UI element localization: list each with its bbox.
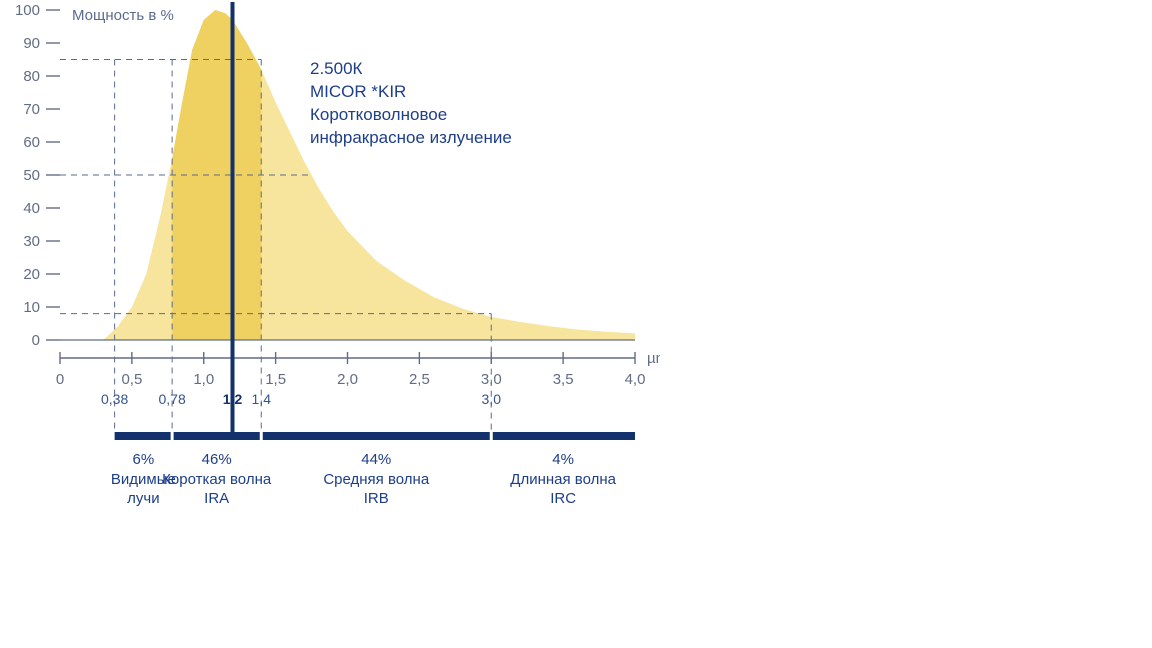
x-tick-label: 3,5 (553, 371, 574, 388)
y-tick-label: 60 (23, 134, 40, 151)
annotation-block: 2.500К MICOR *KIR Коротковолновое инфрак… (310, 58, 512, 150)
x-tick-label: 1,5 (265, 371, 286, 388)
segment-bar (115, 432, 171, 440)
segment-bar (174, 432, 260, 440)
x-tick-label: 0 (56, 371, 64, 388)
y-tick-label: 20 (23, 266, 40, 283)
annotation-line: MICOR *KIR (310, 81, 512, 104)
x-tick-label: 0,5 (121, 371, 142, 388)
segment-code: IRB (296, 489, 456, 509)
y-tick-label: 30 (23, 233, 40, 250)
segment-name: Короткая волна (137, 470, 297, 490)
segment-pct: 46% (137, 450, 297, 470)
x-minor-label: 3,0 (482, 391, 502, 407)
annotation-line: инфракрасное излучение (310, 127, 512, 150)
x-minor-label: 0,78 (159, 391, 186, 407)
segment-pct: 44% (296, 450, 456, 470)
segment-bar (493, 432, 635, 440)
x-tick-label: 3,0 (481, 371, 502, 388)
x-axis-unit: µm (647, 350, 660, 367)
annotation-line: 2.500К (310, 58, 512, 81)
x-tick-label: 4,0 (625, 371, 646, 388)
segment-label: 46%Короткая волнаIRA (137, 450, 297, 509)
segment-name: Длинная волна (483, 470, 643, 490)
y-axis-title: Мощность в % (72, 7, 174, 24)
x-tick-label: 2,5 (409, 371, 430, 388)
x-minor-label: 0,38 (101, 391, 128, 407)
segment-name: Средняя волна (296, 470, 456, 490)
segment-code: IRA (137, 489, 297, 509)
segment-bar (263, 432, 490, 440)
segment-code: IRC (483, 489, 643, 509)
y-tick-label: 70 (23, 101, 40, 118)
annotation-line: Коротковолновое (310, 104, 512, 127)
x-minor-label: 1,4 (252, 391, 272, 407)
segment-pct: 4% (483, 450, 643, 470)
chart-container: 0 10 20 30 40 50 60 70 80 90 100 Мощность в % 0 0,5 1,… (0, 0, 1152, 648)
y-tick-label: 40 (23, 200, 40, 217)
y-tick-label: 50 (23, 167, 40, 184)
y-tick-label: 100 (15, 2, 40, 19)
y-tick-label: 10 (23, 299, 40, 316)
x-tick-label: 2,0 (337, 371, 358, 388)
y-tick-label: 80 (23, 68, 40, 85)
segment-label: 44%Средняя волнаIRB (296, 450, 456, 509)
y-tick-label: 0 (32, 332, 40, 349)
y-tick-label: 90 (23, 35, 40, 52)
x-tick-label: 1,0 (193, 371, 214, 388)
segment-label: 4%Длинная волнаIRC (483, 450, 643, 509)
